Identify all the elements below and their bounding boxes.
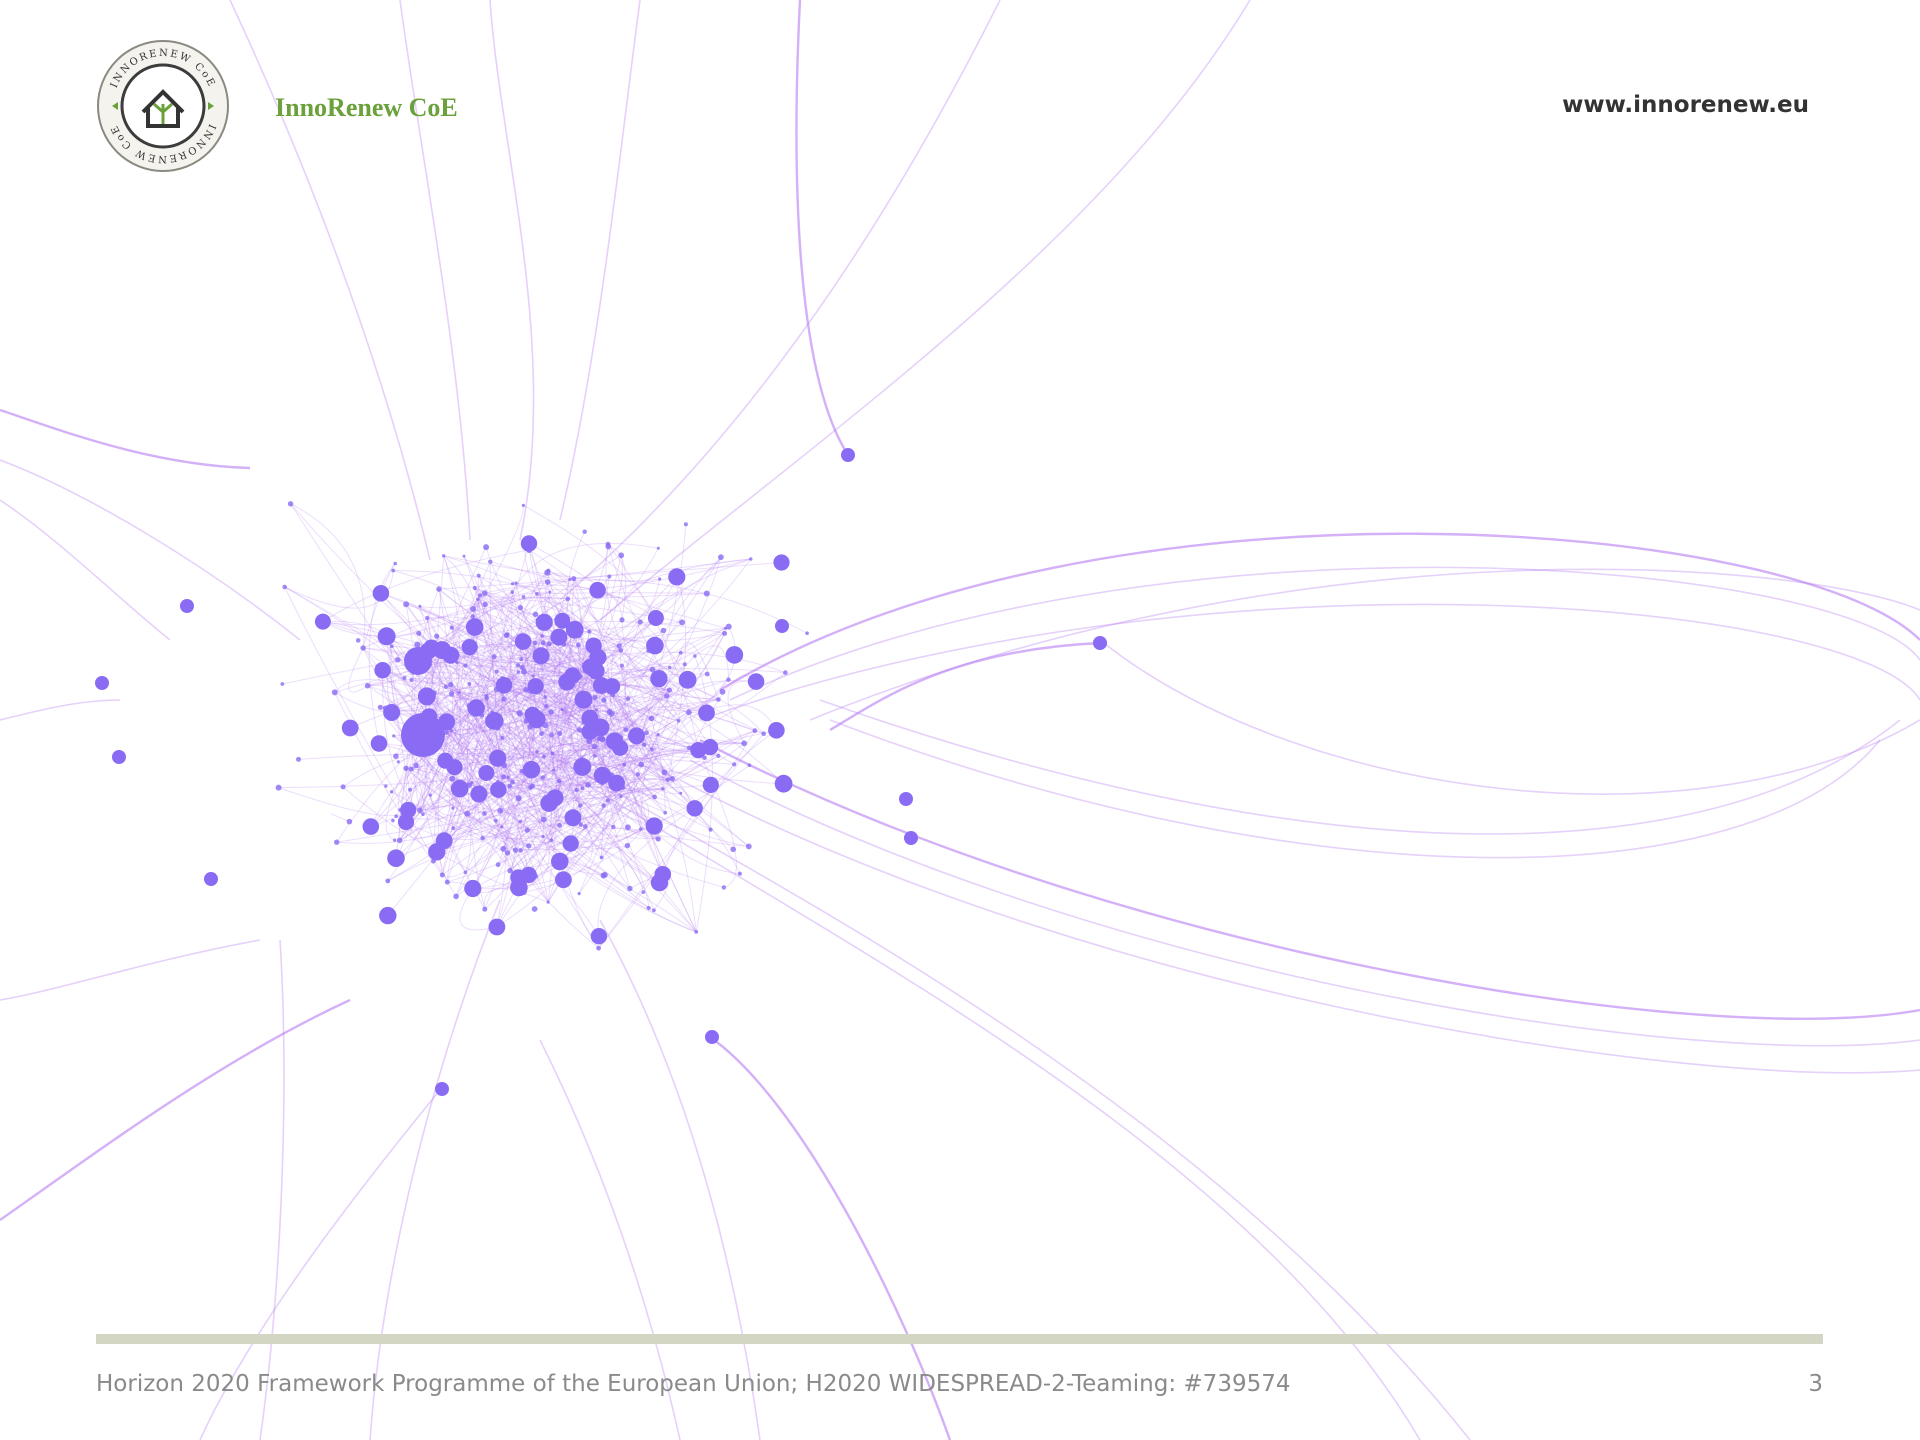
- footer-rule: [96, 1334, 1823, 1344]
- logo: INNORENEW CoE INNORENEW CoE: [98, 41, 228, 171]
- website-url: www.innorenew.eu: [1562, 92, 1809, 118]
- brand-name: InnoRenew CoE: [275, 93, 458, 122]
- slide: INNORENEW CoE INNORENEW CoE InnoRenew Co…: [0, 0, 1920, 1440]
- footer-text: Horizon 2020 Framework Programme of the …: [96, 1371, 1290, 1397]
- page-number: 3: [1808, 1371, 1823, 1397]
- slide-chrome: INNORENEW CoE INNORENEW CoE InnoRenew Co…: [0, 0, 1920, 1440]
